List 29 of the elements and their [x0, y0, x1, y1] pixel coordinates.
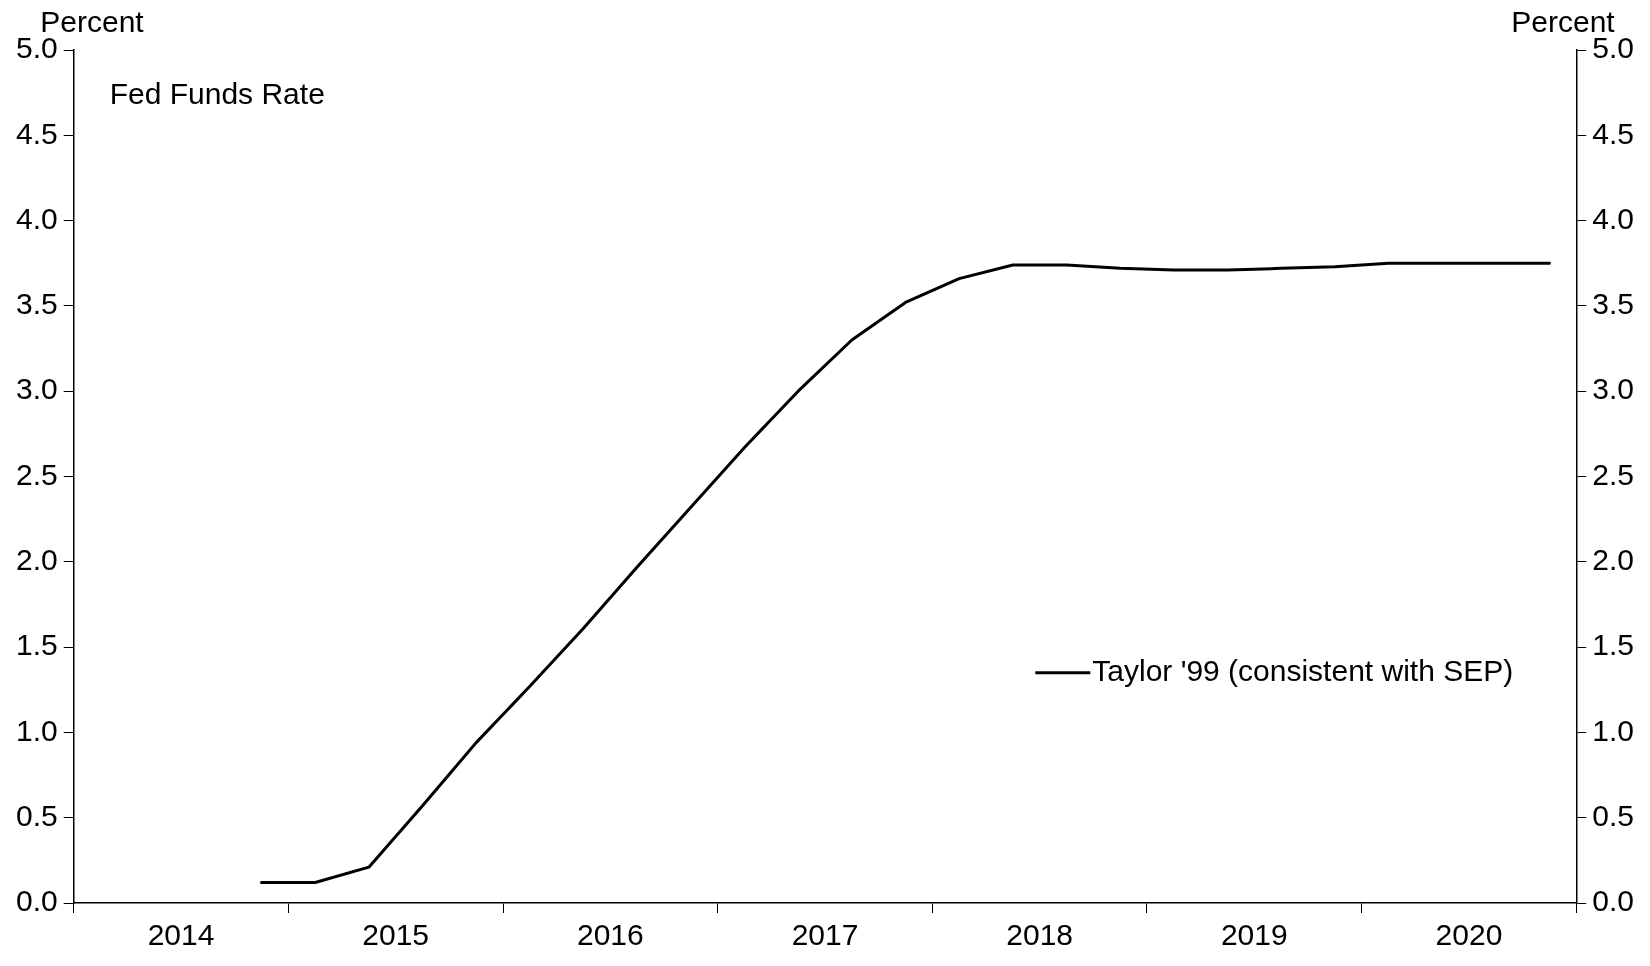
- x-tick-label: 2014: [147, 918, 215, 952]
- y2-tick-label: 4.5: [1592, 116, 1635, 150]
- y2-tick-label: 2.5: [1592, 457, 1635, 491]
- x-tick-label: 2015: [362, 918, 430, 952]
- y-tick-label: 3.5: [15, 287, 58, 321]
- y2-tick-label: 2.0: [1592, 543, 1635, 577]
- text: Fed Funds Rate: [109, 77, 325, 110]
- y2-tick-label: 1.5: [1592, 628, 1635, 662]
- y-tick-label: 4.0: [15, 201, 58, 235]
- y2-tick-label: 0.5: [1592, 798, 1635, 832]
- y2-tick-label: 4.0: [1592, 201, 1635, 235]
- y-tick-label: 0.5: [15, 798, 58, 832]
- y-tick-label: 4.5: [15, 116, 58, 150]
- x-tick-label: 2017: [791, 918, 859, 952]
- legend-label: Taylor '99 (consistent with SEP): [1092, 653, 1514, 687]
- y-tick-label: 3.0: [15, 372, 58, 406]
- y2-tick-label: 0.0: [1592, 884, 1635, 918]
- x-tick-label: 2020: [1435, 918, 1503, 952]
- y-tick-label: 2.5: [15, 457, 58, 491]
- y2-tick-label: 1.0: [1592, 713, 1635, 747]
- y2-tick-label: 3.5: [1592, 287, 1635, 321]
- y-tick-label: 0.0: [15, 884, 58, 918]
- y-tick-label: 1.5: [15, 628, 58, 662]
- y-tick-label: 1.0: [15, 713, 58, 747]
- x-tick-label: 2016: [576, 918, 644, 952]
- x-tick-label: 2018: [1006, 918, 1074, 952]
- y-tick-label: 2.0: [15, 543, 58, 577]
- y2-tick-label: 3.0: [1592, 372, 1635, 406]
- x-tick-label: 2019: [1220, 918, 1288, 952]
